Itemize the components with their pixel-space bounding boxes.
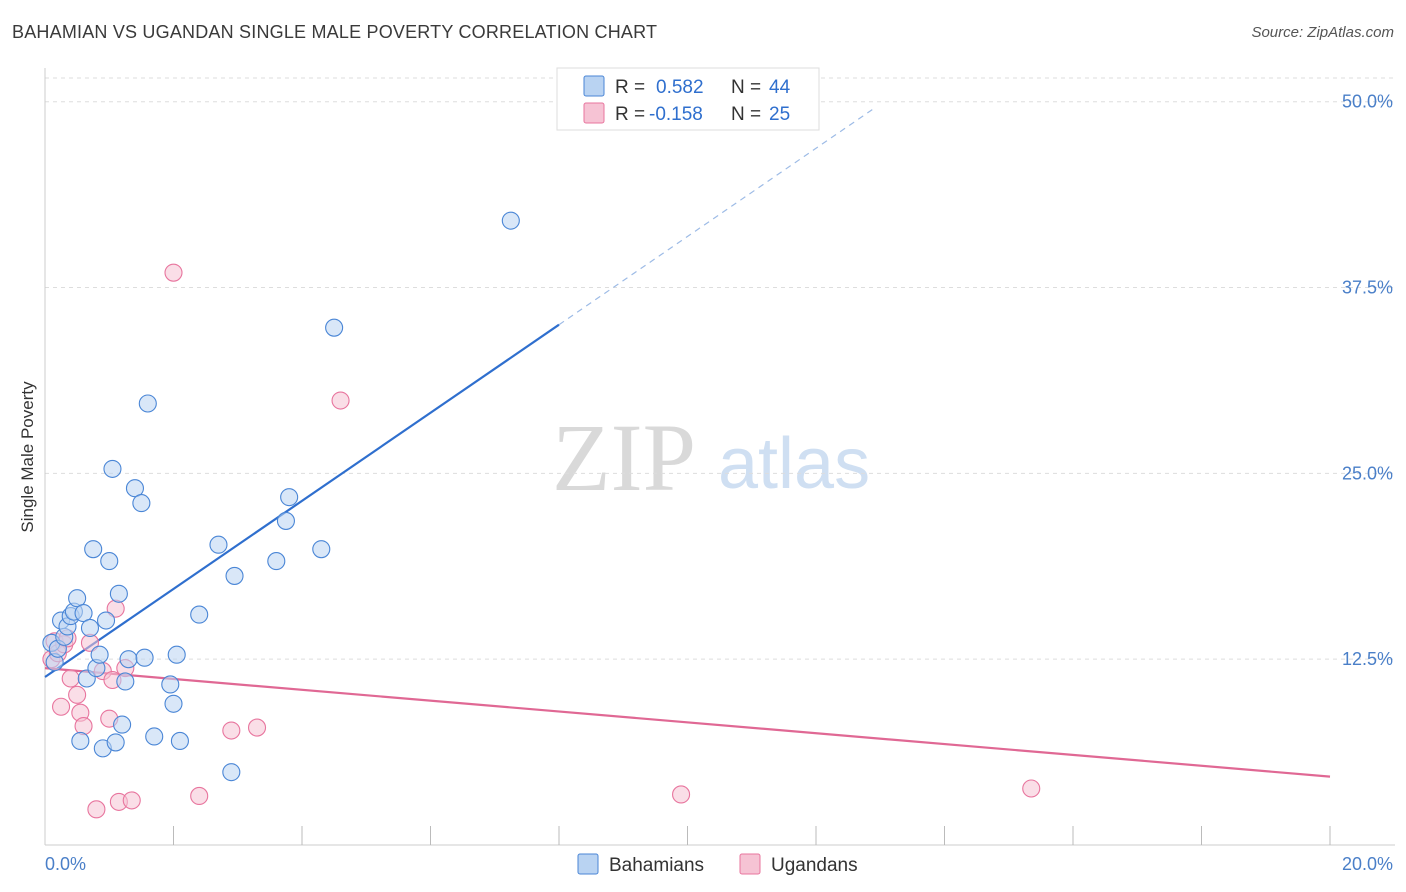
legend: R = 0.582 N = 44 R = -0.158 N = 25 [556, 67, 820, 131]
watermark-atlas: atlas [718, 424, 870, 504]
point-ugandan [87, 800, 106, 819]
grid-layer [45, 77, 1395, 660]
point-ugandan [61, 669, 80, 688]
legend-n-label-2: N = [731, 104, 761, 125]
point-bahamian [190, 605, 209, 624]
legend-swatch-bahamians [583, 75, 605, 97]
x-tick-label: 0.0% [45, 854, 86, 874]
source-label: Source: ZipAtlas.com [1251, 24, 1394, 41]
point-bahamian [170, 731, 189, 750]
point-bahamian [106, 733, 125, 752]
bottom-legend-swatch-bahamians [577, 853, 599, 875]
point-bahamian [225, 566, 244, 585]
point-bahamian [325, 318, 344, 337]
point-ugandan [52, 697, 71, 716]
trend-line-bahamians [44, 323, 560, 678]
legend-r-label-1: R = [615, 77, 645, 98]
bottom-legend-swatch-ugandans [739, 853, 761, 875]
point-bahamian [138, 394, 157, 413]
point-bahamian [132, 494, 151, 513]
y-tick-label: 12.5% [1342, 649, 1393, 669]
bottom-legend-label-bahamians: Bahamians [609, 855, 704, 876]
point-ugandan [331, 391, 350, 410]
chart-title: BAHAMIAN VS UGANDAN SINGLE MALE POVERTY … [12, 22, 658, 42]
legend-swatch-ugandans [583, 102, 605, 124]
point-bahamian [113, 715, 132, 734]
legend-r-value-2: -0.158 [649, 104, 703, 125]
legend-n-value-1: 44 [769, 77, 791, 98]
point-bahamian [84, 540, 103, 559]
point-ugandan [74, 717, 93, 736]
legend-r-value-1: 0.582 [656, 77, 704, 98]
point-bahamian [161, 675, 180, 694]
watermark-zip: ZIP [552, 404, 696, 511]
x-tick-label: 20.0% [1342, 854, 1393, 874]
point-ugandan [247, 718, 267, 737]
y-tick-label: 37.5% [1342, 278, 1393, 298]
bottom-legend: Bahamians Ugandans [577, 853, 858, 876]
y-tick-label: 25.0% [1342, 463, 1393, 483]
point-bahamian [312, 540, 331, 559]
legend-n-value-2: 25 [769, 104, 790, 125]
point-ugandan [1022, 779, 1041, 798]
point-ugandan [68, 685, 87, 704]
point-bahamian [267, 552, 286, 571]
bottom-legend-label-ugandans: Ugandans [771, 855, 858, 876]
point-bahamian [116, 672, 135, 691]
point-ugandan [222, 721, 241, 740]
point-ugandan [164, 263, 183, 282]
y-tick-label: 50.0% [1342, 92, 1393, 112]
trend-layer [44, 107, 1331, 778]
point-bahamian [109, 584, 128, 603]
point-bahamian [164, 694, 183, 713]
point-ugandan [122, 791, 141, 810]
point-bahamian [280, 488, 299, 507]
point-layer [42, 211, 1041, 819]
point-bahamian [80, 618, 100, 638]
label-layer: 12.5% 25.0% 37.5% 50.0% 0.0% 20.0% [45, 92, 1393, 874]
point-bahamian [501, 211, 520, 230]
point-bahamian [100, 552, 119, 571]
trend-line-bahamians-extension [558, 107, 876, 326]
trend-line-ugandans [44, 667, 1331, 778]
point-bahamian [209, 535, 228, 554]
point-bahamian [222, 763, 241, 782]
point-ugandan [190, 786, 209, 805]
point-bahamian [71, 731, 90, 750]
axis-layer [44, 68, 1395, 846]
legend-r-label-2: R = [615, 104, 645, 125]
point-bahamian [135, 648, 154, 667]
point-bahamian [96, 611, 116, 630]
point-bahamian [103, 459, 122, 478]
point-bahamian [145, 727, 164, 746]
point-bahamian [90, 645, 109, 664]
point-bahamian [276, 511, 295, 530]
legend-n-label-1: N = [731, 77, 761, 98]
point-bahamian [167, 645, 186, 664]
y-axis-label: Single Male Poverty [18, 381, 37, 533]
point-ugandan [672, 785, 691, 804]
point-bahamian [119, 650, 138, 669]
